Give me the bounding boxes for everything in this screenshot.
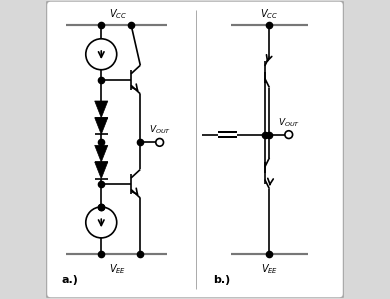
Polygon shape xyxy=(95,118,108,134)
Polygon shape xyxy=(95,145,108,162)
Text: $V_{OUT}$: $V_{OUT}$ xyxy=(278,116,300,129)
Text: $V_{CC}$: $V_{CC}$ xyxy=(261,7,278,21)
Text: $V_{CC}$: $V_{CC}$ xyxy=(108,7,127,21)
FancyBboxPatch shape xyxy=(46,1,344,298)
Polygon shape xyxy=(95,162,108,179)
Circle shape xyxy=(285,131,292,138)
Text: a.): a.) xyxy=(61,275,78,285)
Text: $V_{OUT}$: $V_{OUT}$ xyxy=(149,124,171,136)
Circle shape xyxy=(156,138,163,146)
Text: b.): b.) xyxy=(213,275,230,285)
Polygon shape xyxy=(95,101,108,118)
Text: $V_{EE}$: $V_{EE}$ xyxy=(109,262,126,276)
Text: $V_{EE}$: $V_{EE}$ xyxy=(261,262,278,276)
